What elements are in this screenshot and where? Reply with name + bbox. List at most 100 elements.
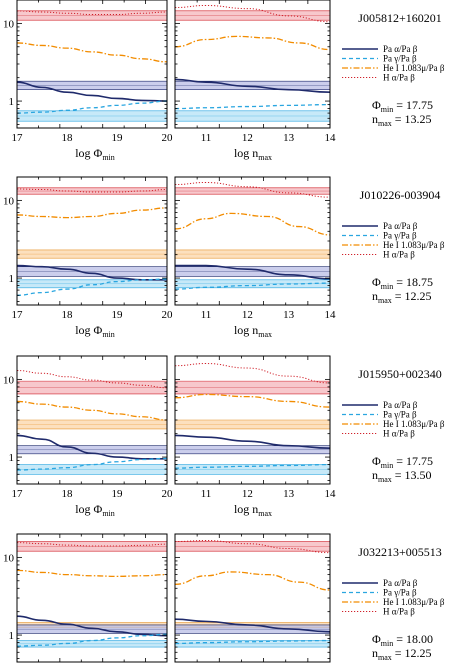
series-ha xyxy=(175,4,330,23)
n-max-number: = 13.25 xyxy=(395,112,432,126)
x-tick-label: 11 xyxy=(201,488,212,500)
legend-label-hei: He I 1.083μ/Pa β xyxy=(383,63,445,73)
object-name: J005812+160201 xyxy=(358,11,441,25)
x-tick-label: 18 xyxy=(62,488,74,500)
x-tick-label: 19 xyxy=(112,309,124,321)
series-ha xyxy=(17,370,167,389)
series-hei xyxy=(175,393,330,408)
legend-label-ha: H α/Pa β xyxy=(383,250,415,260)
n-max-value: nmax = 13.50 xyxy=(372,468,432,484)
y-tick-label: 1 xyxy=(9,630,15,642)
series-paa xyxy=(17,434,167,460)
x-tick-label: 11 xyxy=(201,309,212,321)
n-max-value: nmax = 13.25 xyxy=(372,112,432,128)
legend-label-hei: He I 1.083μ/Pa β xyxy=(383,240,445,250)
legend-label-pag: Pa γ/Pa β xyxy=(383,410,417,420)
x-tick-label: 17 xyxy=(12,132,24,144)
series-paa xyxy=(175,78,330,94)
series-ha xyxy=(17,188,167,193)
panel-3: 17 18 19 20 1 10 11 12 13 14 log Φmin log nmax J0159… xyxy=(3,355,445,518)
phi-min-number: = 18.00 xyxy=(396,632,433,646)
series-hei xyxy=(175,212,330,236)
legend-label-pag: Pa γ/Pa β xyxy=(383,54,417,64)
n-max-number: = 12.25 xyxy=(395,646,432,660)
legend-label-hei: He I 1.083μ/Pa β xyxy=(383,419,445,429)
panel-1: 17 18 19 20 1 10 11 12 13 14 log Φmin log nmax J0058… xyxy=(3,0,445,162)
x-tick-label: 18 xyxy=(62,309,74,321)
y-tick-label: 10 xyxy=(3,18,15,30)
x-axis-label-sub: max xyxy=(258,153,272,162)
legend-label-hei: He I 1.083μ/Pa β xyxy=(383,597,445,607)
series-paa xyxy=(175,264,330,280)
legend-label-pag: Pa γ/Pa β xyxy=(383,588,417,598)
phi-min-sub: min xyxy=(381,639,393,648)
y-tick-label: 1 xyxy=(9,96,15,108)
legend-label-pag: Pa γ/Pa β xyxy=(383,231,417,241)
series-paa xyxy=(17,615,167,637)
x-tick-label: 13 xyxy=(283,309,295,321)
x-tick-label: 12 xyxy=(242,488,253,500)
x-tick-label: 20 xyxy=(162,488,174,500)
object-name: J010226-003904 xyxy=(360,188,441,202)
phi-min-number: = 17.75 xyxy=(396,454,433,468)
x-tick-label: 17 xyxy=(12,309,24,321)
object-name: J015950+002340 xyxy=(358,367,441,381)
x-axis-label-sub: min xyxy=(102,330,114,339)
left-plot-area xyxy=(17,10,167,122)
x-axis-label-left: log Φmin xyxy=(75,502,115,518)
n-max-sub: max xyxy=(378,119,392,128)
x-axis-label-sub: min xyxy=(102,509,114,518)
series-paa xyxy=(175,618,330,633)
x-tick-label: 13 xyxy=(283,488,295,500)
x-axis-label-sub: min xyxy=(102,153,114,162)
right-plot-area xyxy=(175,539,330,648)
left-plot-area xyxy=(17,370,167,475)
phi-min-number: = 17.75 xyxy=(396,98,433,112)
series-paa xyxy=(17,81,167,102)
y-tick-label: 10 xyxy=(3,552,15,564)
x-tick-label: 14 xyxy=(325,309,337,321)
phi-min-sub: min xyxy=(381,461,393,470)
n-max-value: nmax = 12.25 xyxy=(372,289,432,305)
n-max-sub: max xyxy=(378,653,392,662)
y-tick-label: 10 xyxy=(3,374,15,386)
series-pag xyxy=(17,278,167,296)
legend-label-ha: H α/Pa β xyxy=(383,607,415,617)
x-tick-label: 20 xyxy=(162,132,174,144)
series-pag xyxy=(175,103,330,110)
x-tick-label: 12 xyxy=(242,132,253,144)
x-axis-label-sub: max xyxy=(258,509,272,518)
legend-label-ha: H α/Pa β xyxy=(383,429,415,439)
legend-label-ha: H α/Pa β xyxy=(383,73,415,83)
series-hei xyxy=(175,571,330,591)
series-pag xyxy=(175,639,330,645)
x-tick-label: 20 xyxy=(162,309,174,321)
y-tick-label: 1 xyxy=(9,273,15,285)
series-ha xyxy=(175,181,330,198)
left-plot-area xyxy=(17,187,167,296)
right-plot-area xyxy=(175,181,330,290)
panel-4: 1 10 J032213+005513 Pa α/Pa βPa γ/Pa βHe I … xyxy=(3,533,445,663)
series-hei xyxy=(175,35,330,51)
right-plot-area xyxy=(175,363,330,475)
series-hei xyxy=(17,569,167,577)
x-axis-label-right: log nmax xyxy=(234,502,272,518)
x-tick-label: 19 xyxy=(112,132,124,144)
legend-label-paa: Pa α/Pa β xyxy=(383,221,418,231)
legend-label-paa: Pa α/Pa β xyxy=(383,400,418,410)
x-axis-label-sub: max xyxy=(258,330,272,339)
series-ha xyxy=(175,539,330,554)
x-tick-label: 13 xyxy=(283,132,295,144)
series-ha xyxy=(17,10,167,16)
series-pag xyxy=(175,282,330,290)
x-tick-label: 11 xyxy=(201,132,212,144)
x-tick-label: 14 xyxy=(325,132,337,144)
left-plot-area xyxy=(17,541,167,648)
series-hei xyxy=(17,207,167,219)
panel-2: 17 18 19 20 1 10 11 12 13 14 log Φmin log nmax J0102… xyxy=(3,176,445,339)
x-tick-label: 19 xyxy=(112,488,124,500)
legend-label-paa: Pa α/Pa β xyxy=(383,578,418,588)
y-tick-label: 10 xyxy=(3,195,15,207)
n-max-sub: max xyxy=(378,475,392,484)
